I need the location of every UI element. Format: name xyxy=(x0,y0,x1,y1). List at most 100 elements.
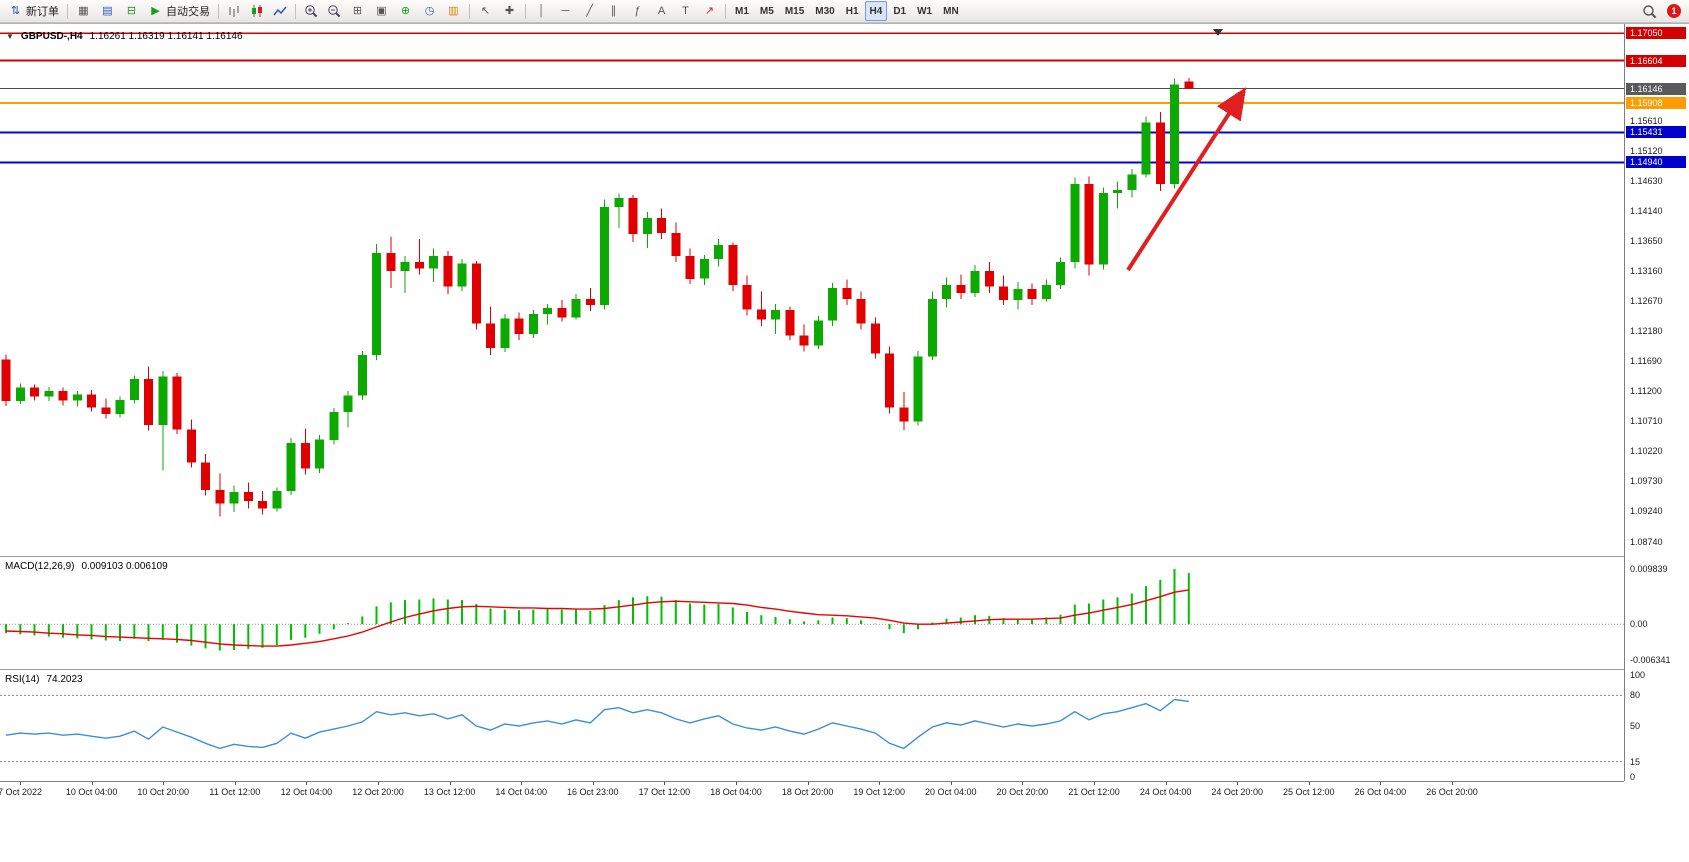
profiles-button[interactable]: ▤ xyxy=(96,1,119,21)
macd-panel[interactable] xyxy=(0,558,1624,668)
text-button[interactable]: A xyxy=(650,1,673,21)
toolbar-separator xyxy=(218,3,219,19)
timeframe-h4-button[interactable]: H4 xyxy=(864,1,888,21)
vertical-line-button[interactable]: │ xyxy=(530,1,553,21)
crosshair-button[interactable]: ✚ xyxy=(498,1,521,21)
line-chart-icon xyxy=(273,6,287,16)
auto-scroll-button[interactable]: ⊕ xyxy=(394,1,417,21)
fibonacci-button[interactable]: ƒ xyxy=(626,1,649,21)
time-axis-label: 16 Oct 23:00 xyxy=(567,787,619,797)
price-tag-1.17050: 1.17050 xyxy=(1626,27,1686,40)
rsi-axis-label: 0 xyxy=(1630,771,1636,782)
rsi-label-row: RSI(14) 74.2023 xyxy=(5,674,83,685)
text-label-button[interactable]: T xyxy=(674,1,697,21)
candlestick-chart-button[interactable] xyxy=(246,1,268,21)
time-axis-tick xyxy=(1094,782,1095,785)
rsi-panel[interactable] xyxy=(0,671,1624,781)
templates-button[interactable]: ▥ xyxy=(442,1,465,21)
macd-label-row: MACD(12,26,9) 0.009103 0.006109 xyxy=(5,561,168,572)
search-button[interactable] xyxy=(1638,1,1661,21)
new-order-button[interactable]: ⇅ 新订单 xyxy=(4,1,63,21)
market-watch-button[interactable]: ⊟ xyxy=(120,1,143,21)
bar-chart-button[interactable] xyxy=(223,1,245,21)
channel-icon: ∥ xyxy=(610,4,617,17)
price-axis-label: 1.15120 xyxy=(1630,146,1663,157)
price-axis-label: 1.10710 xyxy=(1630,416,1663,427)
macd-panel-divider[interactable] xyxy=(0,556,1624,557)
cursor-icon: ↖ xyxy=(480,4,491,17)
arrow-tool-icon: ↗ xyxy=(704,4,715,17)
line-chart-button[interactable] xyxy=(269,1,291,21)
time-axis-label: 21 Oct 12:00 xyxy=(1068,787,1120,797)
time-axis-label: 17 Oct 12:00 xyxy=(638,787,691,797)
clock-icon: ◷ xyxy=(424,4,435,17)
time-axis-label: 20 Oct 04:00 xyxy=(925,787,977,797)
period-refresh-button[interactable]: ◷ xyxy=(418,1,441,21)
zoom-out-button[interactable] xyxy=(323,1,345,21)
chart-ohlc-values: 1.16261 1.16319 1.16141 1.16146 xyxy=(89,31,243,42)
timeframe-mn-button[interactable]: MN xyxy=(943,5,959,17)
trend-arrow-annotation xyxy=(1126,86,1247,272)
time-axis-tick xyxy=(306,782,308,785)
price-axis[interactable]: 1.15610 1.15120 1.14630 1.14140 1.13650 1.131… xyxy=(1624,24,1689,782)
candlestick-chart-icon xyxy=(252,5,262,17)
time-axis-label: 24 Oct 20:00 xyxy=(1211,787,1263,797)
macd-name: MACD(12,26,9) xyxy=(5,561,75,572)
time-axis-tick xyxy=(521,782,523,785)
price-axis-label: 1.09730 xyxy=(1630,476,1663,487)
cursor-button[interactable]: ↖ xyxy=(474,1,497,21)
price-axis-label: 1.11690 xyxy=(1630,356,1662,367)
trendline-button[interactable]: ╱ xyxy=(578,1,601,21)
timeframe-d1-button[interactable]: D1 xyxy=(893,5,907,17)
time-axis-label: 26 Oct 20:00 xyxy=(1426,787,1478,797)
notification-badge[interactable]: 1 xyxy=(1667,4,1681,18)
toolbar: ⇅ 新订单 ▦ ▤ ⊟ ▶ 自动交易 xyxy=(0,0,1689,23)
cascade-windows-button[interactable]: ▣ xyxy=(370,1,393,21)
tile-windows-button[interactable]: ⊞ xyxy=(346,1,369,21)
timeframe-m5-button[interactable]: M5 xyxy=(759,5,774,17)
price-chart[interactable] xyxy=(0,28,1624,556)
price-tag-1.15908: 1.15908 xyxy=(1626,97,1686,110)
time-axis-tick xyxy=(378,782,379,785)
zoom-in-button[interactable] xyxy=(300,1,322,21)
chart-title: ▼ GBPUSD-,H4 1.16261 1.16319 1.16141 1.1… xyxy=(6,31,243,42)
time-axis-tick xyxy=(1452,782,1453,785)
time-axis-tick xyxy=(163,782,165,785)
channel-button[interactable]: ∥ xyxy=(602,1,625,21)
timeframe-m30-button[interactable]: M30 xyxy=(815,5,835,17)
timeframe-w1-button[interactable]: W1 xyxy=(917,5,933,17)
time-axis[interactable]: 7 Oct 2022 10 Oct 04:00 10 Oct 20:00 11 Oct… xyxy=(0,781,1624,803)
time-axis-label: 10 Oct 20:00 xyxy=(137,787,189,797)
chart-window-button[interactable]: ▦ xyxy=(72,1,95,21)
chart-menu-icon[interactable]: ▼ xyxy=(6,32,14,41)
fibonacci-icon: ƒ xyxy=(634,4,641,17)
text-icon: A xyxy=(657,4,666,17)
timeframe-group: M1 M5 M15 M30 H1 H4 D1 W1 MN xyxy=(730,1,964,21)
arrows-tool-button[interactable]: ↗ xyxy=(698,1,721,21)
trendline-icon: ╱ xyxy=(586,4,593,17)
timeframe-h1-button[interactable]: H1 xyxy=(845,5,859,17)
profiles-icon: ▤ xyxy=(102,4,113,17)
time-axis-label: 12 Oct 20:00 xyxy=(352,787,404,797)
rsi-name: RSI(14) xyxy=(5,674,40,685)
new-order-icon: ⇅ xyxy=(10,4,21,17)
rsi-panel-divider[interactable] xyxy=(0,669,1624,670)
price-axis-label: 1.08740 xyxy=(1630,537,1663,547)
timeframe-m1-button[interactable]: M1 xyxy=(735,5,749,17)
rsi-axis-label: 80 xyxy=(1630,690,1641,701)
price-tag-1.15431: 1.15431 xyxy=(1626,126,1686,139)
templates-icon: ▥ xyxy=(448,4,459,17)
time-axis-tick xyxy=(1165,782,1167,785)
timeframe-m15-button[interactable]: M15 xyxy=(784,5,805,17)
horizontal-line-button[interactable]: ─ xyxy=(554,1,577,21)
toolbar-separator xyxy=(525,3,526,19)
auto-trading-button[interactable]: ▶ 自动交易 xyxy=(144,1,214,21)
time-axis-tick xyxy=(1237,782,1239,785)
price-tag-1.16604: 1.16604 xyxy=(1626,54,1686,67)
time-axis-tick xyxy=(449,782,451,785)
time-axis-label: 26 Oct 04:00 xyxy=(1354,787,1407,797)
time-axis-tick xyxy=(234,782,236,785)
zoom-out-icon xyxy=(328,5,341,18)
time-axis-tick xyxy=(664,782,666,785)
